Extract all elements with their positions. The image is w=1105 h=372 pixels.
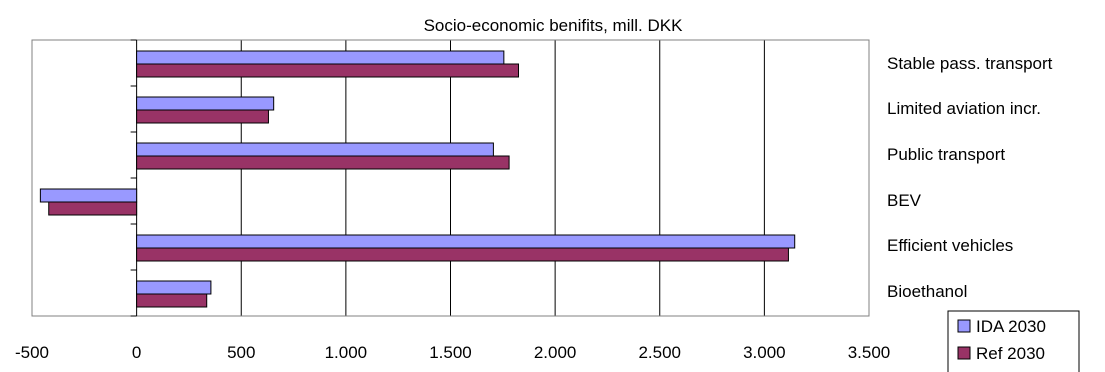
category-label: Limited aviation incr. xyxy=(887,99,1041,118)
category-label: Efficient vehicles xyxy=(887,236,1013,255)
legend: IDA 2030 Ref 2030 xyxy=(947,310,1080,372)
x-tick-label: 0 xyxy=(132,343,141,362)
bar xyxy=(136,50,505,65)
bar xyxy=(136,109,269,124)
bar xyxy=(48,201,138,216)
category-labels: Stable pass. transport Limited aviation i… xyxy=(887,54,1053,301)
bar xyxy=(136,280,212,295)
plot-area: -500 0 500 1.000 1.500 2.000 2.500 3.000 3.500 xyxy=(15,39,891,362)
bar xyxy=(136,142,494,157)
x-tick-label: 500 xyxy=(227,343,255,362)
category-label: Stable pass. transport xyxy=(887,54,1053,73)
x-tick-label: 2.500 xyxy=(638,343,681,362)
x-tick-label: 1.500 xyxy=(429,343,472,362)
category-label: Bioethanol xyxy=(887,282,967,301)
plot-border xyxy=(31,39,870,317)
bar xyxy=(136,293,208,308)
bar xyxy=(136,234,796,249)
legend-swatch xyxy=(957,319,971,333)
x-tick-label: -500 xyxy=(15,343,49,362)
x-tick-label: 3.000 xyxy=(743,343,786,362)
bar xyxy=(39,188,138,203)
x-tick-label: 3.500 xyxy=(848,343,891,362)
bar xyxy=(136,247,789,262)
category-label: BEV xyxy=(887,191,922,210)
bar xyxy=(136,96,275,111)
bar xyxy=(136,155,510,170)
legend-label: IDA 2030 xyxy=(976,317,1046,336)
legend-swatch xyxy=(957,346,971,360)
chart-title: Socio-economic benifits, mill. DKK xyxy=(424,16,684,35)
bar xyxy=(136,63,520,78)
x-tick-label: 1.000 xyxy=(325,343,368,362)
x-tick-label: 2.000 xyxy=(534,343,577,362)
category-label: Public transport xyxy=(887,145,1005,164)
legend-label: Ref 2030 xyxy=(976,344,1045,363)
